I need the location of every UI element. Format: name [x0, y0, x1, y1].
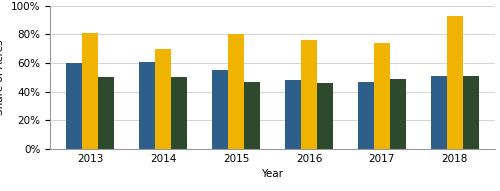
- Bar: [317, 83, 333, 149]
- Bar: [374, 43, 390, 149]
- Bar: [285, 80, 301, 149]
- Bar: [447, 16, 463, 149]
- Bar: [66, 63, 82, 149]
- Bar: [244, 82, 260, 149]
- Bar: [358, 82, 374, 149]
- Bar: [98, 77, 114, 149]
- X-axis label: Year: Year: [262, 169, 283, 179]
- Bar: [82, 33, 98, 149]
- Bar: [139, 62, 155, 149]
- Bar: [212, 70, 228, 149]
- Bar: [463, 76, 479, 149]
- Bar: [431, 76, 447, 149]
- Y-axis label: Share of Acres: Share of Acres: [0, 40, 5, 115]
- Bar: [228, 34, 244, 149]
- Bar: [390, 79, 406, 149]
- Bar: [171, 77, 187, 149]
- Bar: [301, 40, 317, 149]
- Bar: [155, 49, 171, 149]
